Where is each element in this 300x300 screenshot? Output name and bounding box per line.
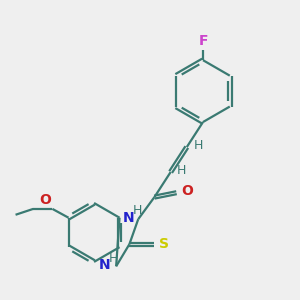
Text: H: H xyxy=(177,164,187,177)
Text: H: H xyxy=(109,252,119,265)
Text: H: H xyxy=(133,204,142,218)
Text: F: F xyxy=(198,34,208,48)
Text: N: N xyxy=(123,211,135,225)
Text: S: S xyxy=(159,237,169,251)
Text: N: N xyxy=(99,258,111,272)
Text: O: O xyxy=(39,194,51,207)
Text: H: H xyxy=(193,139,203,152)
Text: O: O xyxy=(181,184,193,198)
